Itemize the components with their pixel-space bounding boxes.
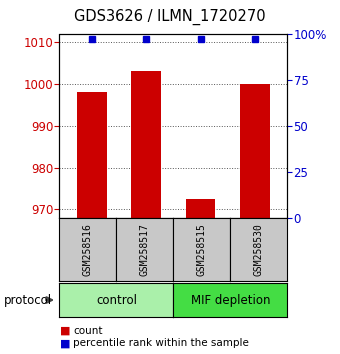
Text: count: count <box>73 326 103 336</box>
Bar <box>131 71 161 218</box>
Bar <box>77 92 107 218</box>
Text: GSM258515: GSM258515 <box>197 223 207 276</box>
Text: GSM258516: GSM258516 <box>83 223 93 276</box>
Bar <box>240 84 270 218</box>
Text: ■: ■ <box>59 338 70 348</box>
Text: control: control <box>96 293 137 307</box>
Text: percentile rank within the sample: percentile rank within the sample <box>73 338 249 348</box>
Text: MIF depletion: MIF depletion <box>191 293 270 307</box>
Bar <box>186 199 216 218</box>
Text: protocol: protocol <box>3 293 52 307</box>
Text: GSM258517: GSM258517 <box>140 223 150 276</box>
Text: ■: ■ <box>59 326 70 336</box>
Text: GDS3626 / ILMN_1720270: GDS3626 / ILMN_1720270 <box>74 9 266 25</box>
Text: GSM258530: GSM258530 <box>254 223 264 276</box>
